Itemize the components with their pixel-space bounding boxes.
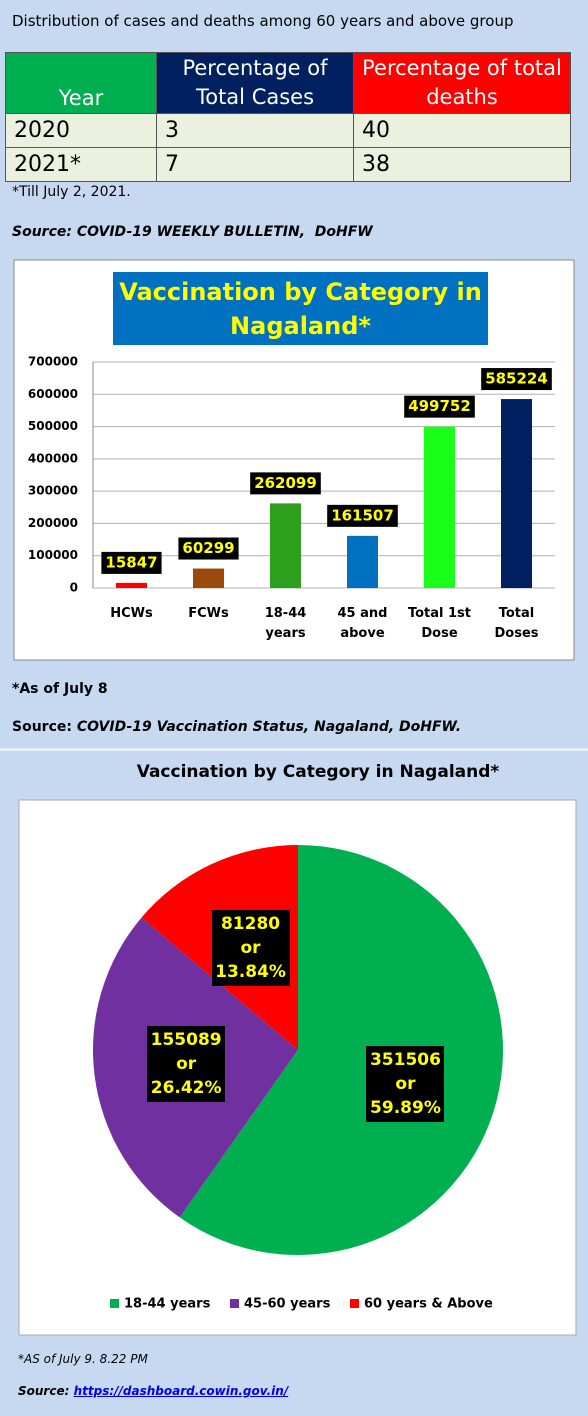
data-label: 351506 or 59.89% xyxy=(366,1046,445,1123)
y-tick-label: 300000 xyxy=(28,484,78,498)
legend-label: 60 years & Above xyxy=(364,1297,493,1312)
bar xyxy=(347,535,378,588)
data-label-box xyxy=(250,472,321,495)
x-tick-label: 45 and above xyxy=(337,606,388,641)
bar xyxy=(116,582,147,588)
data-label: 60299 xyxy=(178,537,239,560)
y-tick-label: 500000 xyxy=(28,419,78,433)
x-tick-label: 18-44 years xyxy=(264,606,307,641)
y-tick-label: 100000 xyxy=(28,548,78,562)
footnote: *As of July 8 xyxy=(12,681,108,697)
cell: 2020 xyxy=(5,113,157,148)
y-tick-label: 600000 xyxy=(28,387,78,401)
data-label: 15847 xyxy=(101,551,162,574)
legend-label: 45-60 years xyxy=(244,1297,331,1312)
data-label-text: 585224 xyxy=(485,370,548,388)
table: Year Percentage of Total Cases Percentag… xyxy=(5,52,571,182)
y-tick-label: 0 xyxy=(70,581,78,595)
x-tick-label: Total 1st Dose xyxy=(407,606,472,641)
x-tick-label: Total Doses xyxy=(494,606,539,641)
data-label: 499752 xyxy=(404,395,475,418)
bar xyxy=(270,503,301,588)
data-label: 155089 or 26.42% xyxy=(147,1026,226,1103)
cell: 2021* xyxy=(5,147,157,182)
data-label-text: 499752 xyxy=(408,397,471,415)
source-link[interactable]: https://dashboard.cowin.gov.in/ xyxy=(73,1384,289,1398)
legend-marker xyxy=(230,1299,239,1308)
data-label-text: 161507 xyxy=(331,506,394,524)
cell: 40 xyxy=(353,113,571,148)
cell: 3 xyxy=(156,113,354,148)
x-tick-label: HCWs xyxy=(110,606,153,621)
data-label-box xyxy=(404,395,475,418)
y-tick-label: 200000 xyxy=(28,516,78,530)
bar xyxy=(424,426,455,588)
pie-chart-title: Vaccination by Category in Nagaland* xyxy=(136,762,500,782)
source: Source: COVID-19 WEEKLY BULLETIN, DoHFW xyxy=(12,224,373,240)
footnote: *AS of July 9. 8.22 PM xyxy=(18,1352,148,1366)
data-label: 262099 xyxy=(250,472,321,495)
legend-marker xyxy=(350,1299,359,1308)
data-label-box xyxy=(101,551,162,574)
table-header: Year Percentage of Total Cases Percentag… xyxy=(5,52,571,114)
data-label: 161507 xyxy=(327,504,398,527)
bar xyxy=(193,568,224,588)
cell: 7 xyxy=(156,147,354,182)
x-tick-label: FCWs xyxy=(188,606,229,621)
data-label-box xyxy=(327,504,398,527)
legend-label: 18-44 years xyxy=(124,1297,211,1312)
table-row: 2021* 7 38 xyxy=(5,147,571,182)
header-cell: Percentage of total deaths xyxy=(353,52,571,114)
bar xyxy=(501,399,532,588)
source: COVID-19 Vaccination Status, Nagaland, D… xyxy=(76,719,462,735)
data-label-text: 15847 xyxy=(105,553,157,571)
source-line: Source: https://dashboard.cowin.gov.in/ xyxy=(18,1384,288,1398)
source-line: Source: COVID-19 Vaccination Status, Nag… xyxy=(12,719,461,735)
table-row: 2020 3 40 xyxy=(5,113,571,148)
source-label: Source: xyxy=(12,719,72,735)
bar-chart-title: Vaccination by Category in Nagaland* xyxy=(113,272,488,345)
separator xyxy=(0,748,588,751)
data-label-text: 262099 xyxy=(254,474,317,492)
data-label-box xyxy=(481,368,552,391)
header-cell: Year xyxy=(5,52,157,114)
pie-slice xyxy=(179,845,503,1255)
data-label: 585224 xyxy=(481,368,552,391)
header-cell: Percentage of Total Cases xyxy=(156,52,354,114)
data-label: 81280 or 13.84% xyxy=(211,909,290,986)
data-label-text: 60299 xyxy=(182,539,234,557)
y-tick-label: 400000 xyxy=(28,451,78,465)
data-label-box xyxy=(178,537,239,560)
footnote: *Till July 2, 2021. xyxy=(12,184,131,200)
source-label: Source: xyxy=(18,1384,70,1398)
legend-marker xyxy=(110,1299,119,1308)
y-tick-label: 700000 xyxy=(28,355,78,369)
cell: 38 xyxy=(353,147,571,182)
title: Distribution of cases and deaths among 6… xyxy=(12,12,514,30)
